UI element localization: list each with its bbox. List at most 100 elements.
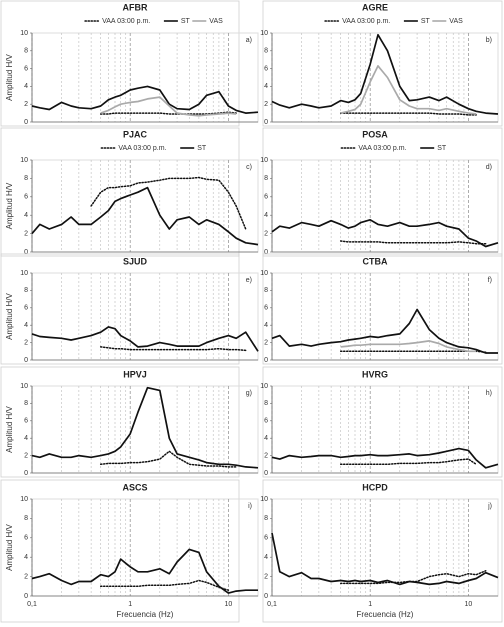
legend-label: VAA 03:00 p.m.	[102, 18, 150, 25]
y-tick-label: 6	[264, 65, 268, 72]
panel-annotation: d)	[486, 164, 492, 171]
y-tick-label: 2	[264, 573, 268, 580]
x-tick-label: 1	[128, 601, 132, 608]
series-line	[271, 218, 499, 248]
y-tick-label: 10	[20, 383, 28, 390]
legend-label: ST	[421, 18, 431, 25]
y-tick-label: 6	[24, 65, 28, 72]
y-tick-label: 10	[20, 496, 28, 503]
panel-title: AFBR	[123, 2, 148, 12]
y-tick-label: 10	[260, 30, 268, 37]
y-axis-label: Amplitud H/V	[5, 53, 14, 100]
y-tick-label: 0	[264, 470, 268, 477]
y-tick-label: 10	[260, 157, 268, 164]
y-tick-label: 4	[264, 83, 268, 90]
y-tick-label: 4	[24, 554, 28, 561]
y-tick-label: 2	[264, 101, 268, 108]
y-tick-label: 10	[260, 270, 268, 277]
y-axis-label: Amplitud H/V	[5, 292, 14, 339]
y-tick-label: 8	[264, 400, 268, 407]
panel-annotation: g)	[246, 390, 252, 397]
panel-frame	[262, 479, 503, 623]
y-tick-label: 8	[24, 48, 28, 55]
y-tick-label: 4	[264, 435, 268, 442]
panel-annotation: h)	[486, 390, 492, 397]
series-line	[271, 532, 499, 586]
panel-annotation: e)	[246, 277, 252, 284]
y-tick-label: 4	[264, 322, 268, 329]
legend-label: VAA 03:00 p.m.	[358, 145, 406, 152]
panel-annotation: i)	[248, 503, 252, 510]
y-tick-label: 2	[24, 573, 28, 580]
y-tick-label: 4	[24, 212, 28, 219]
y-tick-label: 6	[264, 418, 268, 425]
x-tick-label: 1	[368, 601, 372, 608]
x-tick-label: 0,1	[27, 601, 37, 608]
y-tick-label: 6	[24, 535, 28, 542]
y-tick-label: 6	[264, 194, 268, 201]
y-tick-label: 0	[24, 249, 28, 256]
x-axis-label: Frecuencia (Hz)	[357, 610, 414, 619]
y-tick-label: 8	[264, 175, 268, 182]
series-line	[99, 111, 237, 115]
panel-frame	[0, 479, 240, 623]
panel-frame	[0, 0, 240, 127]
y-tick-label: 4	[264, 554, 268, 561]
series-line	[99, 346, 247, 352]
y-tick-label: 4	[24, 83, 28, 90]
y-tick-label: 10	[20, 270, 28, 277]
y-tick-label: 8	[264, 515, 268, 522]
y-tick-label: 6	[24, 194, 28, 201]
series-line	[31, 326, 259, 352]
panel-annotation: c)	[246, 164, 252, 171]
legend-label: ST	[437, 145, 447, 152]
series-line	[339, 112, 477, 116]
x-axis-label: Frecuencia (Hz)	[117, 610, 174, 619]
y-axis-label: Amplitud H/V	[5, 182, 14, 229]
panel-annotation: b)	[486, 37, 492, 44]
legend-label: VAS	[209, 18, 223, 25]
series-line	[31, 386, 259, 469]
y-tick-label: 8	[264, 48, 268, 55]
y-tick-label: 4	[24, 322, 28, 329]
series-line	[99, 579, 230, 591]
panel-annotation: a)	[246, 37, 252, 44]
panel-frame	[0, 127, 240, 257]
legend-label: ST	[181, 18, 191, 25]
y-tick-label: 8	[24, 400, 28, 407]
x-tick-label: 10	[225, 601, 233, 608]
series-line	[271, 308, 498, 354]
series-line	[31, 548, 258, 594]
legend-label: VAA 03:00 p.m.	[342, 18, 390, 25]
y-axis-label: Amplitud H/V	[5, 405, 14, 452]
panel-annotation: j)	[487, 503, 492, 510]
panel-title: HCPD	[362, 482, 388, 492]
series-line	[90, 176, 247, 230]
series-line	[339, 350, 487, 353]
y-tick-label: 6	[264, 535, 268, 542]
panel-title: PJAC	[123, 129, 148, 139]
y-tick-label: 0	[264, 593, 268, 600]
series-line	[340, 65, 477, 115]
y-tick-label: 10	[20, 30, 28, 37]
y-tick-label: 2	[24, 339, 28, 346]
legend-label: ST	[197, 145, 207, 152]
series-line	[271, 33, 499, 115]
y-tick-label: 0	[24, 593, 28, 600]
panel-title: AGRE	[362, 2, 388, 12]
series-line	[340, 340, 477, 353]
y-tick-label: 4	[264, 212, 268, 219]
y-tick-label: 0	[24, 470, 28, 477]
y-tick-label: 2	[24, 230, 28, 237]
y-tick-label: 8	[24, 175, 28, 182]
series-line	[99, 450, 237, 468]
y-axis-label: Amplitud H/V	[5, 523, 14, 570]
y-tick-label: 2	[264, 452, 268, 459]
panel-frame	[0, 253, 240, 365]
panel-frame	[262, 366, 503, 478]
panel-frame	[262, 253, 503, 365]
y-tick-label: 4	[24, 435, 28, 442]
panel-frame	[0, 366, 240, 478]
y-tick-label: 10	[260, 383, 268, 390]
